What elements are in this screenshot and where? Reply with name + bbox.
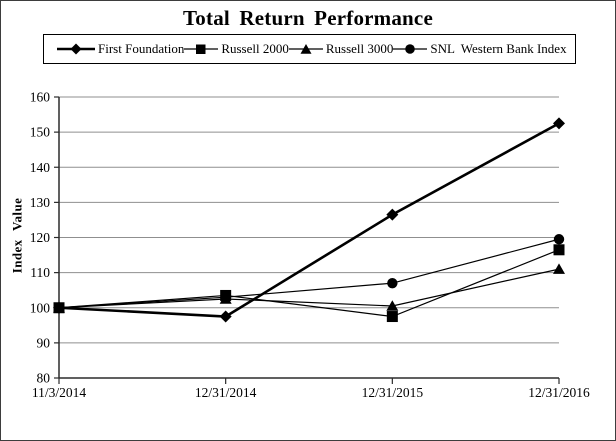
legend: First Foundation Russell 2000 Russell 30…	[43, 34, 576, 64]
y-tick-label: 110	[30, 265, 50, 280]
legend-item-russell-3000: Russell 3000	[288, 41, 394, 57]
y-tick-label: 80	[37, 371, 51, 386]
legend-label: First Foundation	[98, 41, 185, 56]
circle-marker	[220, 292, 231, 303]
legend-item-russell-2000: Russell 2000	[184, 41, 289, 57]
triangle-marker	[386, 300, 399, 311]
diamond-marker	[53, 301, 65, 314]
legend-label: Russell 2000	[221, 41, 289, 56]
y-tick-label: 100	[30, 300, 51, 315]
x-tick-label: 11/3/2014	[32, 385, 87, 400]
y-tick-labels: 80 90 100 110 120 130 140 150 160	[30, 90, 51, 386]
gridlines	[59, 96, 559, 344]
square-marker	[553, 244, 565, 256]
x-tick-label: 12/31/2016	[528, 385, 590, 400]
y-tick-label: 90	[37, 335, 51, 350]
triangle-marker-icon	[288, 44, 323, 54]
legend-item-first-foundation: First Foundation	[57, 41, 184, 57]
y-tick-label: 160	[30, 90, 51, 105]
y-tick-label: 120	[30, 230, 51, 245]
triangle-marker	[553, 263, 565, 274]
legend-label: Russell 3000	[325, 41, 394, 56]
series-snl-western-bank-index	[53, 234, 565, 313]
y-tick-label: 140	[30, 160, 51, 175]
diamond-marker	[219, 310, 232, 323]
legend-label: SNL Western Bank Index	[430, 41, 567, 56]
square-marker-icon	[184, 44, 219, 54]
x-tick-labels: 11/3/2014 12/31/2014 12/31/2015 12/31/2016	[32, 385, 590, 400]
y-tick-label: 130	[30, 195, 51, 210]
axis-ticks	[54, 96, 560, 384]
chart-title: Total Return Performance	[183, 6, 433, 30]
x-tick-label: 12/31/2014	[195, 385, 257, 400]
circle-marker-icon	[393, 44, 428, 54]
circle-marker	[553, 234, 565, 245]
series-first-foundation	[53, 117, 565, 323]
diamond-marker	[386, 208, 399, 221]
y-tick-label: 150	[30, 125, 51, 140]
legend-item-snl-western-bank-index: SNL Western Bank Index	[393, 41, 567, 57]
diamond-marker	[553, 117, 565, 130]
series-russell-3000	[53, 263, 565, 313]
x-tick-label: 12/31/2015	[362, 385, 424, 400]
diamond-marker-icon	[57, 43, 95, 55]
circle-marker	[387, 277, 398, 289]
square-marker	[386, 311, 398, 323]
